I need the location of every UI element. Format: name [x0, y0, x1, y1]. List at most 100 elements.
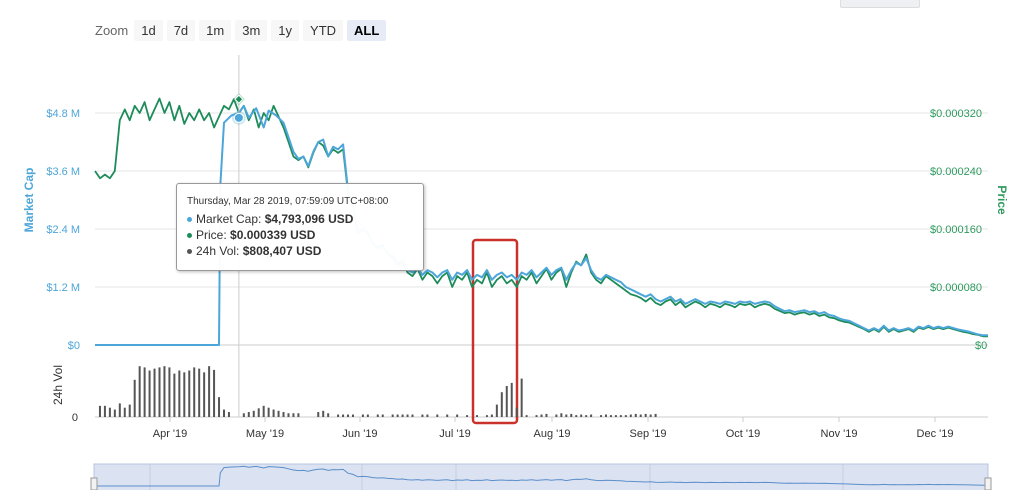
x-axis-tick-label: May '19: [246, 428, 284, 440]
volume-bar: [361, 414, 364, 417]
price-dot-icon: [187, 233, 192, 239]
volume-bar: [609, 415, 612, 417]
volume-bar: [505, 386, 508, 417]
market-cap-hover-marker: [233, 112, 244, 123]
volume-bar: [123, 407, 126, 417]
volume-bar: [128, 404, 131, 417]
volume-bar: [247, 412, 250, 417]
left-axis-title: Market Cap: [22, 168, 36, 233]
volume-bar: [629, 414, 632, 417]
navigator-window: [93, 463, 989, 490]
volume-bar: [118, 403, 121, 417]
volume-bar: [163, 366, 166, 417]
volume-bar: [654, 413, 657, 417]
right-axis-tick-label: $0: [975, 340, 987, 352]
left-axis-tick-label: $3.6 M: [46, 166, 80, 178]
volume-bar: [614, 415, 617, 417]
volume-bar: [381, 414, 384, 417]
x-axis-tick-label: Sep '19: [630, 428, 667, 440]
zoom-button-3m[interactable]: 3m: [235, 19, 268, 41]
volume-bar: [103, 405, 106, 417]
volume-axis-title: 24h Vol: [51, 365, 65, 405]
volume-bar: [624, 415, 627, 417]
volume-bar: [421, 414, 424, 417]
volume-bar: [267, 407, 270, 417]
volume-axis-tick-label: 0: [72, 412, 78, 424]
right-axis-tick-label: $0.000320: [930, 108, 982, 120]
zoom-button-ytd[interactable]: YTD: [303, 19, 344, 41]
price-hover-marker: [234, 94, 244, 104]
volume-bar: [515, 407, 518, 417]
volume-bar: [317, 412, 320, 417]
volume-bar: [198, 368, 201, 417]
volume-bar: [193, 367, 196, 417]
volume-bar: [366, 414, 369, 417]
navigator-handle-right: [984, 477, 992, 490]
volume-bar: [168, 367, 171, 417]
volume-bar: [322, 410, 325, 417]
tooltip-row-market-cap: Market Cap: $4,793,096 USD: [187, 212, 353, 226]
tooltip: Thursday, Mar 28 2019, 07:59:09 UTC+08:0…: [176, 183, 424, 271]
volume-bar: [575, 415, 578, 417]
volume-dot-icon: [187, 249, 192, 255]
volume-bar: [98, 405, 101, 417]
volume-bar: [257, 408, 260, 417]
volume-bar: [153, 368, 156, 417]
volume-bar: [297, 413, 300, 417]
x-axis-tick-label: Dec '19: [917, 428, 954, 440]
volume-bar: [565, 414, 568, 417]
volume-bar: [500, 392, 503, 417]
volume-bar: [619, 415, 622, 417]
volume-bar: [580, 414, 583, 417]
navigator-handle-left: [90, 477, 98, 490]
volume-bar: [277, 410, 280, 417]
volume-bar: [183, 372, 186, 417]
volume-bar: [347, 414, 350, 417]
x-axis-tick-label: Jul '19: [439, 428, 470, 440]
tooltip-row-price: Price: $0.000339 USD: [187, 228, 315, 242]
zoom-button-7d[interactable]: 7d: [166, 19, 196, 41]
top-control-button[interactable]: [840, 0, 920, 8]
volume-bar: [466, 415, 469, 417]
volume-bar: [510, 382, 513, 417]
volume-bar: [113, 409, 116, 417]
volume-bar: [351, 414, 354, 417]
volume-bar: [436, 414, 439, 417]
volume-bars: [98, 366, 657, 417]
zoom-button-1m[interactable]: 1m: [199, 19, 232, 41]
volume-bar: [242, 413, 245, 417]
right-axis-tick-label: $0.000080: [930, 282, 982, 294]
navigator: [90, 463, 992, 490]
highlight-box: [471, 238, 519, 425]
zoom-button-1d[interactable]: 1d: [134, 19, 163, 41]
volume-bar: [133, 379, 136, 417]
volume-bar: [401, 414, 404, 417]
volume-bar: [560, 413, 563, 417]
tooltip-date: Thursday, Mar 28 2019, 07:59:09 UTC+08:0…: [187, 196, 389, 207]
tooltip-label: Price:: [196, 228, 227, 242]
volume-bar: [555, 414, 558, 417]
tooltip-label: 24h Vol:: [196, 244, 240, 258]
volume-bar: [203, 372, 206, 417]
tooltip-value: $808,407 USD: [242, 244, 322, 258]
zoom-button-all[interactable]: ALL: [347, 19, 387, 41]
volume-bar: [178, 370, 181, 417]
highlight-layer: [471, 238, 519, 425]
x-axis-tick-label: Aug '19: [534, 428, 571, 440]
volume-bar: [545, 413, 548, 417]
tooltip-value: $0.000339 USD: [230, 228, 316, 242]
volume-bar: [535, 415, 538, 417]
tooltip-row-volume: 24h Vol: $808,407 USD: [187, 244, 321, 258]
zoom-button-1y[interactable]: 1y: [271, 19, 300, 41]
volume-bar: [158, 367, 161, 417]
volume-bar: [490, 414, 493, 417]
volume-bar: [292, 413, 295, 417]
volume-bar: [604, 414, 607, 417]
right-axis-tick-label: $0.000160: [930, 224, 982, 236]
volume-bar: [570, 413, 573, 417]
left-axis-tick-label: $2.4 M: [46, 224, 80, 236]
volume-bar: [208, 366, 211, 417]
navigator-series-line: [95, 465, 988, 487]
market-cap-dot-icon: [187, 217, 192, 223]
